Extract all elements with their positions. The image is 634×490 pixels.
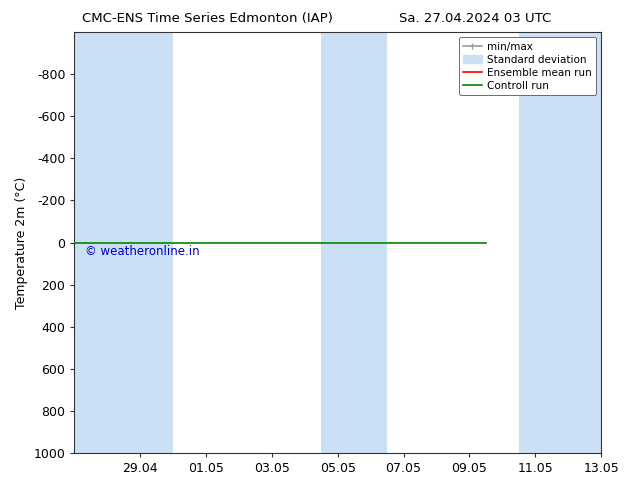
Y-axis label: Temperature 2m (°C): Temperature 2m (°C)	[15, 176, 28, 309]
Bar	[321, 32, 387, 453]
Bar	[107, 32, 173, 453]
Legend: min/max, Standard deviation, Ensemble mean run, Controll run: min/max, Standard deviation, Ensemble me…	[459, 37, 596, 95]
Bar	[74, 32, 107, 453]
Bar	[519, 32, 601, 453]
Text: CMC-ENS Time Series Edmonton (IAP): CMC-ENS Time Series Edmonton (IAP)	[82, 12, 333, 25]
Text: © weatheronline.in: © weatheronline.in	[85, 245, 200, 258]
Text: Sa. 27.04.2024 03 UTC: Sa. 27.04.2024 03 UTC	[399, 12, 552, 25]
